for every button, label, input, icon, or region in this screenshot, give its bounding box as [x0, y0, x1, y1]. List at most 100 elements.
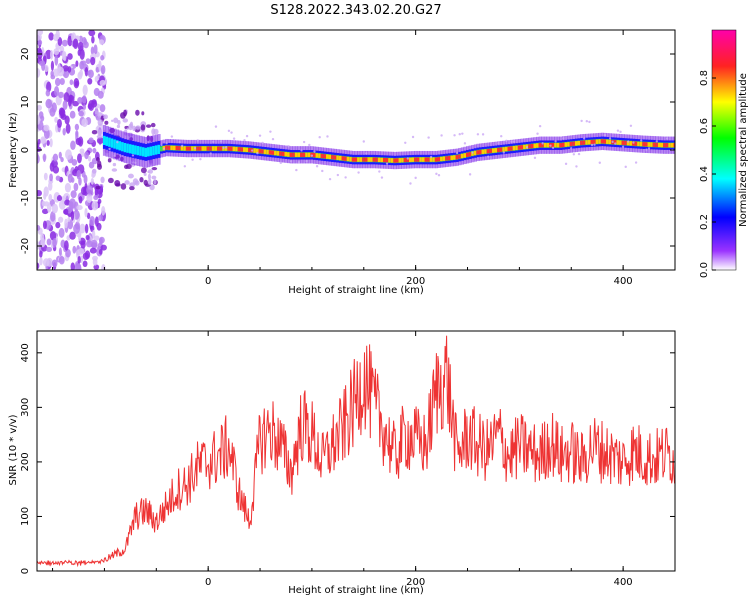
noise-cell	[64, 115, 70, 125]
noise-cell	[65, 123, 71, 134]
noise-cell	[61, 50, 66, 61]
noise-cell	[128, 123, 133, 131]
ridge-cell	[333, 155, 337, 160]
noise-cell	[62, 100, 68, 110]
noise-cell	[365, 152, 368, 155]
ridge-cell	[110, 138, 114, 148]
noise-cell	[411, 135, 415, 139]
noise-cell	[178, 140, 181, 144]
ridge-cell	[434, 157, 439, 162]
noise-cell	[69, 110, 76, 119]
noise-cell	[440, 134, 443, 137]
noise-cell	[64, 199, 71, 206]
noise-cell	[135, 109, 140, 116]
noise-cell	[305, 159, 308, 163]
noise-cell	[93, 44, 98, 55]
spectrogram-ytick-label: 0	[20, 147, 31, 153]
ridge-cell	[357, 157, 361, 162]
ridge-cell	[349, 157, 353, 162]
noise-cell	[326, 135, 329, 138]
ridge-cell	[608, 139, 612, 145]
ridge-cell	[351, 157, 356, 162]
noise-cell	[48, 193, 53, 202]
noise-cell	[37, 262, 40, 270]
ridge-cell	[541, 143, 545, 148]
snr-panel: 0 200 400 0 100 200 300 400 Height of straight…	[8, 330, 676, 596]
ridge-cell	[375, 157, 379, 162]
noise-cell	[614, 142, 617, 145]
noise-cell	[46, 246, 53, 253]
ridge-cell	[258, 149, 262, 154]
ridge-cell	[393, 158, 397, 163]
noise-cell	[313, 150, 316, 153]
colorbar-gradient	[711, 29, 737, 271]
noise-cell	[37, 39, 43, 46]
ridge-cell	[647, 142, 651, 147]
ridge-cell	[313, 152, 317, 158]
ridge-cell	[621, 140, 625, 145]
noise-cell	[269, 130, 272, 133]
ridge-cell	[517, 145, 522, 150]
ridge-cell	[600, 139, 605, 144]
noise-cell	[58, 91, 64, 99]
ridge-cell	[559, 143, 563, 148]
noise-cell	[147, 170, 150, 174]
ridge-cell	[437, 157, 441, 162]
noise-cell	[430, 155, 433, 159]
ridge-cell	[556, 143, 560, 148]
ridge-cell	[175, 145, 179, 151]
noise-cell	[141, 111, 145, 116]
noise-cell	[95, 66, 100, 73]
noise-cell	[64, 218, 68, 229]
noise-cell	[536, 132, 539, 135]
noise-cell	[139, 176, 144, 183]
ridge-cell	[665, 143, 669, 148]
ridge-cell	[642, 142, 646, 147]
ridge-cell	[284, 152, 288, 157]
ridge-cell	[253, 148, 257, 153]
noise-cell	[310, 154, 314, 157]
spectrogram-xtick-label: 0	[205, 276, 211, 287]
noise-cell	[86, 193, 93, 204]
noise-cell	[42, 258, 50, 267]
noise-cell	[95, 157, 100, 162]
noise-cell	[80, 240, 86, 249]
ridge-cell	[473, 150, 478, 156]
noise-cell	[43, 124, 50, 132]
noise-cell	[148, 178, 152, 186]
noise-cell	[453, 134, 456, 137]
noise-cell	[69, 231, 76, 240]
noise-cell	[57, 216, 64, 223]
ridge-cell	[204, 146, 208, 151]
ridge-cell	[167, 145, 171, 150]
ridge-cell	[657, 142, 662, 148]
noise-cell	[91, 130, 98, 135]
noise-cell	[126, 127, 129, 130]
noise-cell	[77, 97, 83, 104]
noise-cell	[627, 140, 630, 143]
noise-cell	[85, 58, 91, 65]
ridge-cell	[421, 157, 426, 162]
noise-cell	[39, 257, 43, 266]
ridge-cell	[577, 140, 581, 146]
noise-cell	[505, 139, 508, 143]
ridge-cell	[624, 140, 628, 146]
noise-cell	[344, 176, 347, 179]
noise-cell	[91, 100, 98, 108]
ridge-cell	[546, 143, 550, 148]
noise-cell	[88, 30, 96, 37]
ridge-cell	[551, 143, 555, 148]
ridge-cell	[377, 157, 382, 162]
ridge-cell	[603, 139, 607, 144]
noise-cell	[94, 110, 99, 115]
ridge-cell	[185, 146, 190, 151]
noise-cell	[92, 147, 97, 154]
noise-cell	[85, 240, 93, 248]
noise-cell	[245, 134, 249, 138]
noise-cell	[554, 140, 557, 143]
noise-cell	[103, 116, 106, 119]
ridge-cell	[447, 155, 452, 161]
noise-cell	[43, 128, 50, 140]
noise-cell	[63, 92, 70, 103]
snr-xtick-label: 400	[614, 577, 633, 588]
